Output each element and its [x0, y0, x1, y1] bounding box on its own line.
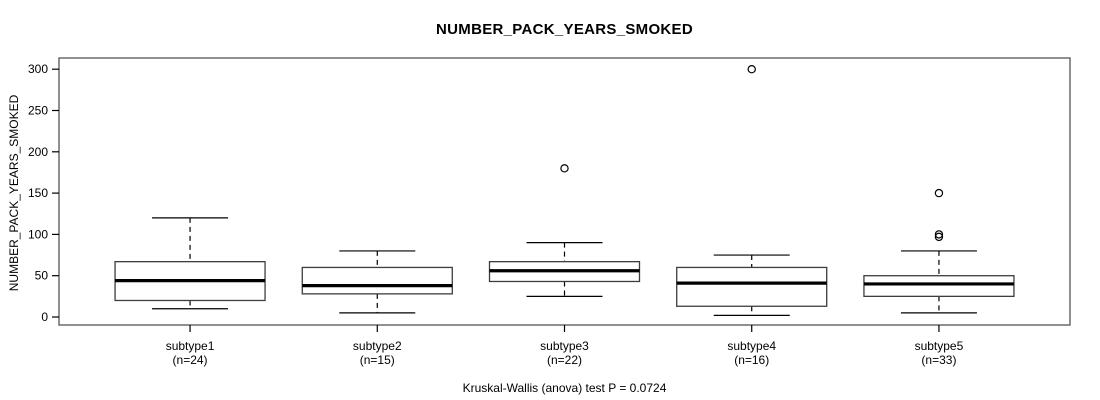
x-tick-label: subtype2 [353, 339, 402, 353]
y-tick-label: 150 [28, 186, 48, 200]
y-tick-label: 50 [35, 269, 49, 283]
x-tick-sublabel: (n=33) [921, 353, 956, 367]
y-tick-label: 250 [28, 104, 48, 118]
outlier-point [934, 188, 944, 198]
outlier-point [560, 164, 569, 173]
x-tick-sublabel: (n=15) [360, 353, 395, 367]
outlier-point [747, 64, 756, 74]
x-tick-label: subtype5 [915, 339, 964, 353]
x-tick-sublabel: (n=22) [547, 353, 582, 367]
x-tick-label: subtype3 [540, 339, 589, 353]
y-tick-label: 0 [41, 310, 48, 324]
y-tick-label: 300 [28, 62, 48, 76]
iqr-box-subtype2 [301, 266, 453, 295]
chart-title: NUMBER_PACK_YEARS_SMOKED [436, 21, 693, 38]
x-tick-label: subtype1 [166, 339, 215, 353]
y-tick-label: 200 [28, 145, 48, 159]
iqr-box-subtype5 [863, 275, 1015, 298]
x-tick-sublabel: (n=24) [173, 353, 208, 367]
outlier-point [934, 232, 944, 242]
y-tick-label: 100 [28, 227, 48, 241]
stat-test-annotation: Kruskal-Wallis (anova) test P = 0.0724 [462, 381, 667, 395]
iqr-box-subtype4 [676, 266, 828, 307]
x-tick-label: subtype4 [727, 339, 776, 353]
x-tick-sublabel: (n=16) [734, 353, 769, 367]
outlier-point [934, 230, 944, 239]
